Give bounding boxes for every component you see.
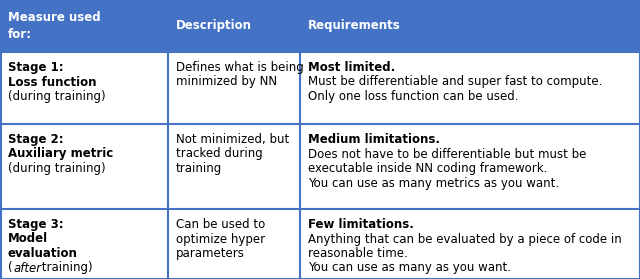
Text: Most limited.: Most limited. [308,61,396,74]
Text: Only one loss function can be used.: Only one loss function can be used. [308,90,518,103]
Text: reasonable time.: reasonable time. [308,247,408,260]
Text: training: training [176,162,222,175]
Bar [0,0,640,52]
Bar [0,52,640,124]
Text: optimize hyper: optimize hyper [176,232,265,246]
Text: Stage 3:: Stage 3: [8,218,63,231]
Text: executable inside NN coding framework.: executable inside NN coding framework. [308,162,547,175]
Text: Description: Description [176,20,252,32]
Text: tracked during: tracked during [176,148,263,160]
Text: You can use as many metrics as you want.: You can use as many metrics as you want. [308,177,559,189]
Text: Loss function: Loss function [8,76,97,88]
Text: You can use as many as you want.: You can use as many as you want. [308,261,511,275]
Text: Auxiliary metric: Auxiliary metric [8,148,113,160]
Text: Measure used
for:: Measure used for: [8,11,100,41]
Text: Does not have to be differentiable but must be: Does not have to be differentiable but m… [308,148,586,160]
Text: (during training): (during training) [8,162,106,175]
Text: Must be differentiable and super fast to compute.: Must be differentiable and super fast to… [308,76,602,88]
Text: parameters: parameters [176,247,245,260]
Text: Anything that can be evaluated by a piece of code in: Anything that can be evaluated by a piec… [308,232,621,246]
Text: minimized by NN: minimized by NN [176,76,277,88]
Text: (during training): (during training) [8,90,106,103]
Text: after: after [14,261,42,275]
Bar [0,124,640,209]
Text: Not minimized, but: Not minimized, but [176,133,289,146]
Text: evaluation: evaluation [8,247,78,260]
Text: training): training) [38,261,93,275]
Text: Defines what is being: Defines what is being [176,61,304,74]
Text: Medium limitations.: Medium limitations. [308,133,440,146]
Text: (: ( [8,261,13,275]
Text: Stage 1:: Stage 1: [8,61,63,74]
Text: Stage 2:: Stage 2: [8,133,63,146]
Text: Model: Model [8,232,48,246]
Text: Few limitations.: Few limitations. [308,218,414,231]
Text: Can be used to: Can be used to [176,218,265,231]
Bar [0,209,640,279]
Text: Requirements: Requirements [308,20,401,32]
